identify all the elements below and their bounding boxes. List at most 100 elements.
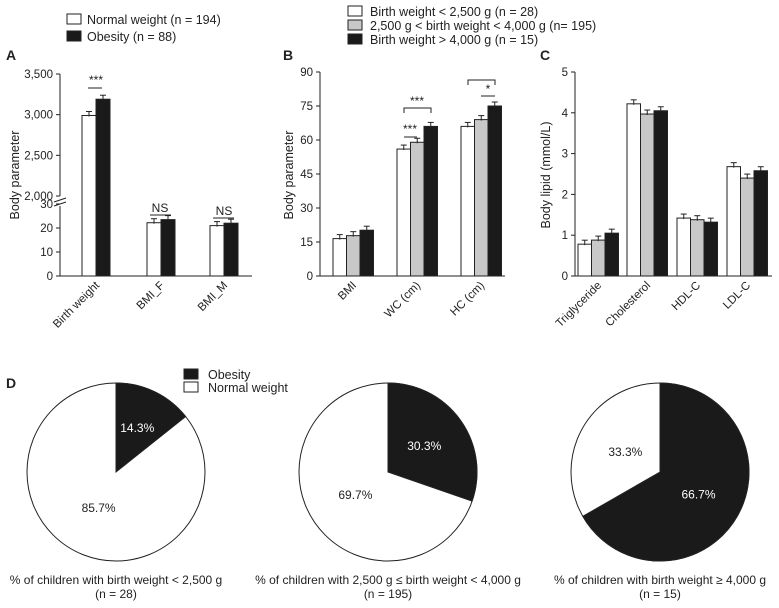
pie-3-caption: % of children with birth weight ≥ 4,000 … <box>554 573 766 587</box>
pie-1-obesity-slice <box>115 382 187 474</box>
panel-c-y-tick-label: 4 <box>562 108 569 120</box>
panel-b-y-tick-label: 30 <box>300 203 313 215</box>
pie-3-normal-weight-label: 33.3% <box>608 445 642 459</box>
panel-b-y-axis-title: Body parameter <box>282 131 296 220</box>
legend-label-birth-weight-group-3: Birth weight > 4,000 g (n = 15) <box>370 33 538 47</box>
bar-panel-c-triglyceride-group-2 <box>591 239 606 277</box>
legend-label-normal-weight: Normal weight (n = 194) <box>87 13 221 27</box>
pie-2-caption: % of children with 2,500 g ≤ birth weigh… <box>255 573 521 587</box>
legend-swatch-pie-normal-weight <box>183 381 199 393</box>
panel-a-y-axis-title: Body parameter <box>8 131 22 220</box>
panel-a-y-tick-label: 2,000 <box>24 191 53 203</box>
panel-a-x-tick-label: BMI_F <box>135 280 167 312</box>
legend-label-pie-normal-weight: Normal weight <box>208 381 288 395</box>
panel-c-y-tick-label: 3 <box>562 149 568 161</box>
panel-c-y-tick-label: 1 <box>562 230 568 242</box>
bar-panel-b-wc-cm--group-1 <box>396 148 411 277</box>
pie-1-caption-n: (n = 28) <box>95 587 137 601</box>
panel-a-y-tick-label: 30 <box>40 199 53 211</box>
bar-panel-b-hc-cm--group-2 <box>474 119 489 277</box>
panel-c-y-tick-label: 0 <box>562 271 568 283</box>
bar-panel-c-cholesterol-group-2 <box>640 113 655 277</box>
panel-b-y-tick-label: 15 <box>300 237 313 249</box>
panel-a-significance-bmi-f: NS <box>152 201 169 215</box>
panel-c-y-tick-label: 5 <box>562 67 568 79</box>
legend-label-obesity: Obesity (n = 88) <box>87 30 176 44</box>
panel-c-y-axis-title: Body lipid (mmol/L) <box>539 122 553 229</box>
bar-panel-c-cholesterol-group-1 <box>626 103 641 277</box>
pie-1-normal-weight-label: 85.7% <box>82 501 116 515</box>
pie-1-caption: % of children with birth weight < 2,500 … <box>10 573 222 587</box>
bar-panel-c-ldl-c-group-3 <box>753 170 768 277</box>
panel-b-x-tick-label: WC (cm) <box>383 280 424 321</box>
bar-panel-c-hdl-c-group-2 <box>690 219 705 277</box>
legend-swatch-birth-weight-group-3 <box>347 33 363 45</box>
bar-panel-c-hdl-c-group-3 <box>703 221 718 277</box>
bar-panel-c-ldl-c-group-1 <box>726 166 741 277</box>
panel-b-y-tick-label: 90 <box>300 67 313 79</box>
bar-panel-a-birth-weight-normal <box>81 114 97 277</box>
panel-a-y-tick-label: 2,500 <box>24 150 53 162</box>
panel-letter-a: A <box>6 47 16 63</box>
panel-b-y-tick-label: 45 <box>300 169 313 181</box>
panel-a-y-tick-label: 0 <box>47 271 53 283</box>
bar-panel-c-cholesterol-group-3 <box>653 110 668 277</box>
panel-letter-b: B <box>283 47 293 63</box>
panel-b-bracket-hc-outer <box>467 79 496 85</box>
panel-a-x-tick-label: BMI_M <box>196 280 230 314</box>
legend-label-pie-obesity: Obesity <box>208 368 251 382</box>
panel-a-x-tick-label: Birth weight <box>51 279 103 331</box>
bar-panel-b-wc-cm--group-3 <box>423 125 438 277</box>
pie-3-obesity-label: 66.7% <box>681 487 715 501</box>
pie-2-obesity-slice <box>387 382 478 502</box>
pie-3-obesity-slice <box>582 382 750 562</box>
bar-panel-b-wc-cm--group-2 <box>410 141 425 277</box>
panel-b-y-tick-label: 0 <box>307 271 313 283</box>
panel-a-y-tick-label: 20 <box>40 223 53 235</box>
bar-panel-b-hc-cm--group-1 <box>460 125 475 277</box>
panel-a-y-tick-label: 3,500 <box>24 69 53 81</box>
bar-panel-a-birth-weight-obesity <box>95 98 111 277</box>
panel-b-x-tick-label: BMI <box>336 280 359 303</box>
bar-panel-a-bmi-m-normal <box>209 225 225 277</box>
panel-c-x-tick-label: Cholesterol <box>604 280 654 330</box>
pie-2-normal-weight-label: 69.7% <box>338 488 372 502</box>
legend-swatch-birth-weight-group-1 <box>347 5 363 17</box>
bar-panel-a-bmi-m-obesity <box>223 222 239 277</box>
bar-panel-b-hc-cm--group-3 <box>487 105 502 277</box>
bar-panel-b-bmi-group-3 <box>359 229 374 277</box>
legend-label-birth-weight-group-2: 2,500 g < birth weight < 4,000 g (n= 195… <box>370 19 596 33</box>
panel-b-x-tick-label: HC (cm) <box>448 280 487 319</box>
panel-b-significance-wc-inner: *** <box>403 122 417 136</box>
panel-letter-c: C <box>540 47 550 63</box>
bar-panel-c-ldl-c-group-2 <box>740 177 755 277</box>
panel-a-y-tick-label: 10 <box>40 247 53 259</box>
panel-b-y-tick-label: 75 <box>300 101 313 113</box>
bar-panel-b-bmi-group-2 <box>346 235 361 277</box>
bar-panel-c-triglyceride-group-1 <box>577 243 592 277</box>
pie-1-obesity-label: 14.3% <box>120 421 154 435</box>
bar-panel-b-bmi-group-1 <box>332 238 347 277</box>
pie-2-obesity-label: 30.3% <box>407 439 441 453</box>
bar-panel-a-bmi-f-normal <box>146 222 162 277</box>
panel-a-significance-bmi-m: NS <box>216 204 233 218</box>
legend-swatch-birth-weight-group-2 <box>347 19 363 31</box>
bar-panel-a-bmi-f-obesity <box>160 219 176 277</box>
panel-a-significance-birth-weight: *** <box>89 73 103 87</box>
panel-b-bracket-wc-outer <box>403 107 432 113</box>
panel-c-x-tick-label: HDL-C <box>670 280 703 313</box>
panel-b-significance-wc-outer: *** <box>410 94 424 108</box>
panel-a-axis-break-gap <box>52 197 68 205</box>
legend-swatch-pie-obesity <box>183 368 199 380</box>
panel-a-y-tick-label: 3,000 <box>24 110 53 122</box>
panel-c-y-tick-label: 2 <box>562 189 568 201</box>
panel-a-axis-break-mark-1 <box>53 197 67 203</box>
legend-label-birth-weight-group-1: Birth weight < 2,500 g (n = 28) <box>370 5 538 19</box>
panel-letter-d: D <box>6 375 16 391</box>
pie-3-caption-n: (n = 15) <box>639 587 681 601</box>
legend-swatch-normal-weight <box>66 13 82 25</box>
panel-c-x-tick-label: Triglyceride <box>554 280 604 330</box>
panel-c-x-tick-label: LDL-C <box>721 280 753 312</box>
bar-panel-c-hdl-c-group-1 <box>676 217 691 277</box>
